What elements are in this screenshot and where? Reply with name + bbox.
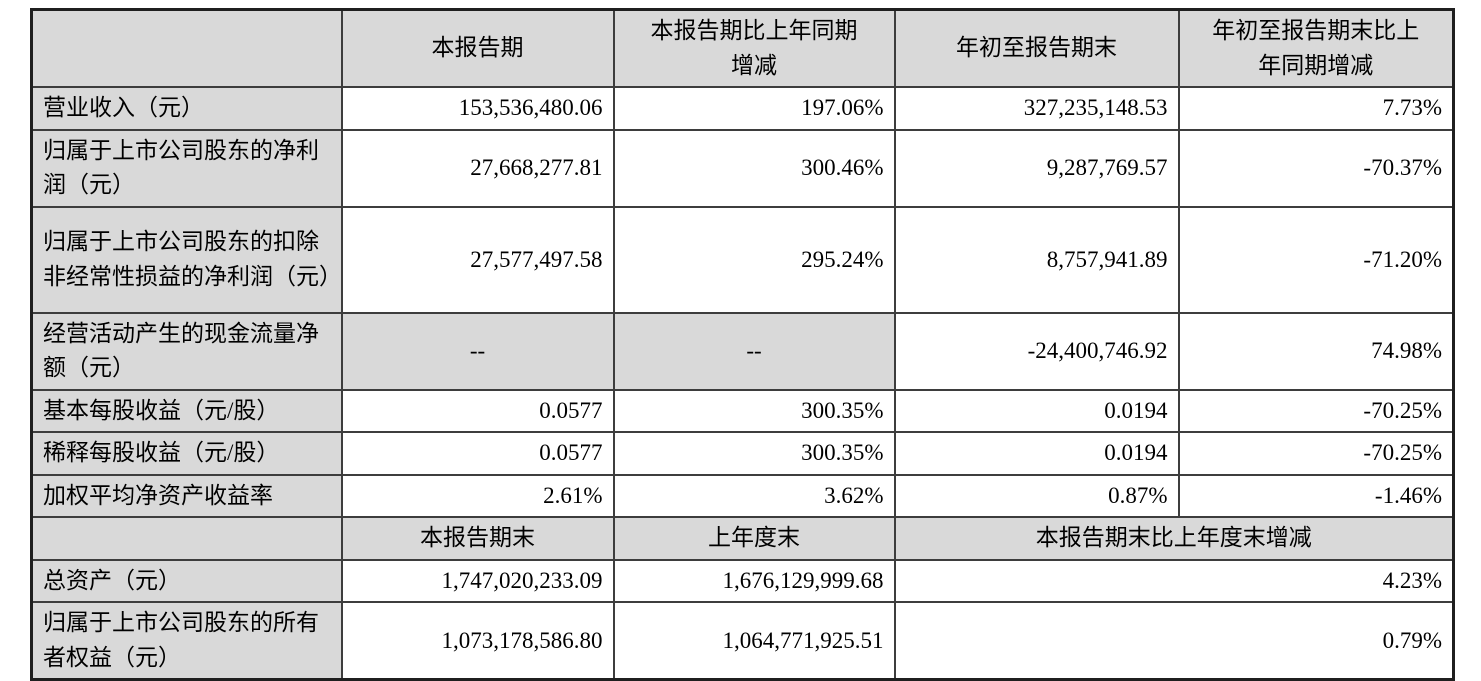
row-weighted-avg-roe-label: 加权平均净资产收益率 [30,473,343,518]
row-net-profit-period-yoy: 300.46% [612,128,896,208]
header-year-to-date-yoy-line2: 年同期增减 [1258,52,1374,78]
header-current-period-yoy-change: 本报告期比上年同期 增减 [612,8,896,88]
row-shareholders-equity-label: 归属于上市公司股东的所有者权益（元） [30,601,343,681]
row-diluted-eps-label: 稀释每股收益（元/股） [30,431,343,476]
row-weighted-avg-roe-period-yoy: 3.62% [612,473,896,518]
section2-header-prior-year-end: 上年度末 [612,516,896,561]
row-total-assets-label: 总资产（元） [30,558,343,603]
header-current-period-yoy-line2: 增减 [731,52,777,78]
header-year-to-date-yoy-line1: 年初至报告期末比上 [1212,18,1420,43]
row-diluted-eps: 稀释每股收益（元/股） 0.0577 300.35% 0.0194 -70.25… [30,431,1455,476]
row-weighted-avg-roe-ytd-yoy: -1.46% [1177,473,1455,518]
row-operating-cash-flow-ytd-yoy: 74.98% [1177,311,1455,391]
row-net-profit-deducted: 归属于上市公司股东的扣除非经常性损益的净利润（元） 27,577,497.58 … [30,205,1455,314]
row-basic-eps: 基本每股收益（元/股） 0.0577 300.35% 0.0194 -70.25… [30,388,1455,433]
row-shareholders-equity-prior-year-end: 1,064,771,925.51 [612,601,896,681]
header-current-period-yoy-line1: 本报告期比上年同期 [650,18,858,43]
row-net-profit-deducted-ytd: 8,757,941.89 [893,205,1180,314]
row-basic-eps-period-yoy: 300.35% [612,388,896,433]
row-net-profit-deducted-ytd-yoy: -71.20% [1177,205,1455,314]
row-total-assets: 总资产（元） 1,747,020,233.09 1,676,129,999.68… [30,558,1455,603]
row-total-assets-period-end: 1,747,020,233.09 [340,558,615,603]
row-basic-eps-current-period: 0.0577 [340,388,615,433]
row-net-profit-deducted-period-yoy: 295.24% [612,205,896,314]
row-revenue-period-yoy: 197.06% [612,86,896,131]
row-net-profit-label: 归属于上市公司股东的净利润（元） [30,128,343,208]
row-basic-eps-ytd: 0.0194 [893,388,1180,433]
header-current-period: 本报告期 [340,8,615,88]
financial-summary-table: 本报告期 本报告期比上年同期 增减 年初至报告期末 年初至报告期末比上 年同期增… [30,8,1455,681]
row-net-profit-current-period: 27,668,277.81 [340,128,615,208]
row-shareholders-equity-change: 0.79% [893,601,1455,681]
section2-header-change: 本报告期末比上年度末增减 [893,516,1455,561]
row-total-assets-change: 4.23% [893,558,1455,603]
row-operating-cash-flow-current-period: -- [340,311,615,391]
row-basic-eps-label: 基本每股收益（元/股） [30,388,343,433]
row-operating-cash-flow-ytd: -24,400,746.92 [893,311,1180,391]
row-weighted-avg-roe: 加权平均净资产收益率 2.61% 3.62% 0.87% -1.46% [30,473,1455,518]
row-net-profit-ytd-yoy: -70.37% [1177,128,1455,208]
row-revenue-ytd-yoy: 7.73% [1177,86,1455,131]
section2-header-corner-cell [30,516,343,561]
row-weighted-avg-roe-current-period: 2.61% [340,473,615,518]
header-corner-cell [30,8,343,88]
row-operating-cash-flow-label: 经营活动产生的现金流量净额（元） [30,311,343,391]
row-diluted-eps-period-yoy: 300.35% [612,431,896,476]
header-year-to-date: 年初至报告期末 [893,8,1180,88]
section2-header-row: 本报告期末 上年度末 本报告期末比上年度末增减 [30,516,1455,561]
row-diluted-eps-current-period: 0.0577 [340,431,615,476]
row-revenue-current-period: 153,536,480.06 [340,86,615,131]
row-total-assets-prior-year-end: 1,676,129,999.68 [612,558,896,603]
header-year-to-date-yoy-change: 年初至报告期末比上 年同期增减 [1177,8,1455,88]
row-diluted-eps-ytd: 0.0194 [893,431,1180,476]
row-revenue-label: 营业收入（元） [30,86,343,131]
row-revenue: 营业收入（元） 153,536,480.06 197.06% 327,235,1… [30,86,1455,131]
row-shareholders-equity-period-end: 1,073,178,586.80 [340,601,615,681]
row-net-profit-deducted-label: 归属于上市公司股东的扣除非经常性损益的净利润（元） [30,205,343,314]
row-operating-cash-flow-period-yoy: -- [612,311,896,391]
row-net-profit: 归属于上市公司股东的净利润（元） 27,668,277.81 300.46% 9… [30,128,1455,208]
row-operating-cash-flow: 经营活动产生的现金流量净额（元） -- -- -24,400,746.92 74… [30,311,1455,391]
row-net-profit-deducted-current-period: 27,577,497.58 [340,205,615,314]
row-shareholders-equity: 归属于上市公司股东的所有者权益（元） 1,073,178,586.80 1,06… [30,601,1455,681]
row-diluted-eps-ytd-yoy: -70.25% [1177,431,1455,476]
row-weighted-avg-roe-ytd: 0.87% [893,473,1180,518]
row-basic-eps-ytd-yoy: -70.25% [1177,388,1455,433]
row-revenue-ytd: 327,235,148.53 [893,86,1180,131]
row-net-profit-ytd: 9,287,769.57 [893,128,1180,208]
section2-header-period-end: 本报告期末 [340,516,615,561]
table-header-row: 本报告期 本报告期比上年同期 增减 年初至报告期末 年初至报告期末比上 年同期增… [30,8,1455,88]
